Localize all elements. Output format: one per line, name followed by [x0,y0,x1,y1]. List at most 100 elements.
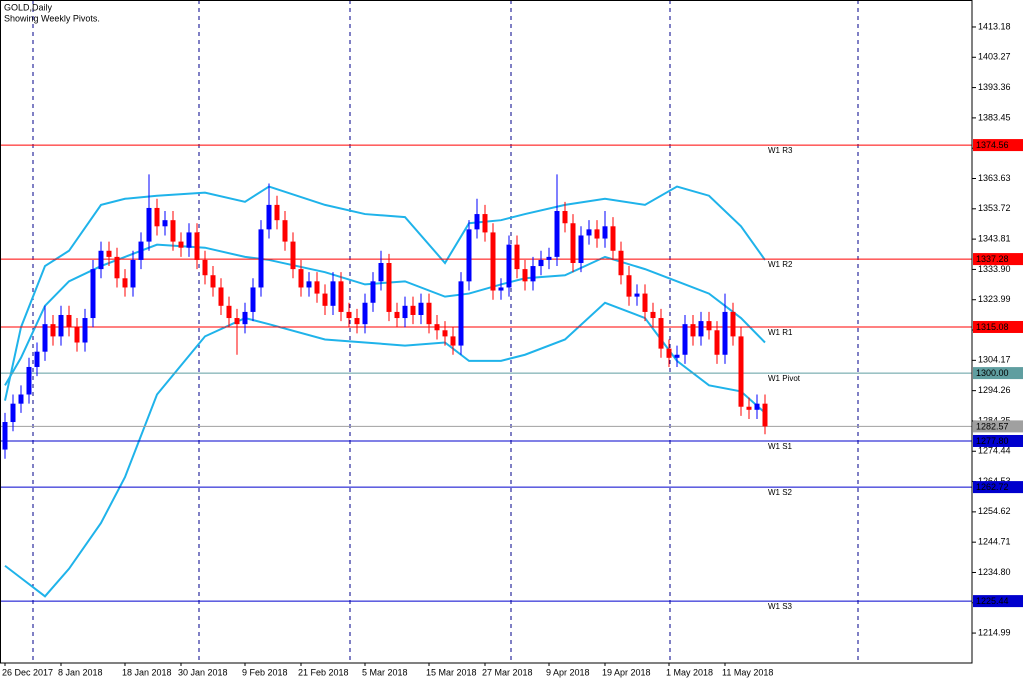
candle-body [330,281,336,306]
candle-body [74,327,80,343]
candle-body [370,281,376,303]
candle-body [514,244,520,270]
pivot-price-box [973,367,1023,380]
pivot-name: W1 S2 [768,488,793,497]
x-tick-label: 30 Jan 2018 [178,667,228,677]
candle-body [690,324,696,337]
bollinger-band [4,243,766,386]
candle-body [210,275,216,288]
x-tick-label: 11 May 2018 [722,667,773,677]
pivot-price-label: 1374.56 [976,140,1009,150]
candle-body [90,269,96,319]
pivot-price-label: 1277.80 [976,436,1009,446]
x-tick-label: 21 Feb 2018 [298,667,349,677]
candle-body [226,305,232,319]
pivot-name: W1 Pivot [768,374,801,383]
y-tick-label: 1214.99 [978,627,1011,637]
x-tick-label: 19 Apr 2018 [602,667,651,677]
x-tick-label: 15 Mar 2018 [426,667,477,677]
candle-body [490,232,496,291]
candle-body [722,311,728,355]
bollinger-band [4,301,766,598]
candle-body [322,293,328,306]
candle-body [658,318,664,349]
candle-body [298,269,304,288]
pivot-price-label: 1225.44 [976,596,1009,606]
candle-body [98,250,104,270]
candle-body [218,287,224,306]
candle-body [682,324,688,355]
pivot-price-box [973,320,1023,333]
candle-body [10,403,16,423]
candle-body [434,324,440,331]
candle-body [346,311,352,319]
candle-body [58,314,64,337]
candle-body [50,324,56,337]
candle-body [354,318,360,325]
candle-body [178,241,184,248]
x-tick-label: 1 May 2018 [666,667,713,677]
y-tick-label: 1343.81 [978,233,1011,243]
candle-body [522,269,528,282]
candle-body [130,259,136,288]
plot-frame [0,0,973,664]
pivot-price-label: 1300.00 [976,368,1009,378]
candle-body [610,226,616,251]
candle-body [258,229,264,288]
candle-body [554,211,560,257]
y-tick-label: 1264.53 [978,476,1011,486]
candle-body [106,250,112,257]
candle-body [578,235,584,263]
pivot-name: W1 R1 [768,328,793,337]
candle-body [2,422,8,450]
candle-body [170,220,176,242]
x-tick-label: 5 Mar 2018 [362,667,408,677]
candle-body [642,293,648,312]
pivot-price-box [973,139,1023,152]
pivot-name: W1 R3 [768,146,793,155]
candle-body [18,394,24,404]
candle-body [378,262,384,282]
y-tick-label: 1244.71 [978,537,1011,547]
candle-body [538,259,544,267]
y-tick-label: 1333.90 [978,264,1011,274]
y-tick-label: 1323.99 [978,294,1011,304]
candle-body [82,318,88,343]
bollinger-band [4,185,766,401]
candle-body [138,241,144,260]
y-tick-label: 1274.44 [978,446,1011,456]
pivot-price-box [973,481,1023,494]
candle-body [66,314,72,328]
candle-body [586,229,592,236]
y-tick-label: 1413.18 [978,21,1011,31]
candle-body [162,220,168,227]
candle-body [698,321,704,337]
y-tick-label: 1304.17 [978,355,1011,365]
candle-body [394,311,400,319]
candle-body [746,406,752,410]
candle-body [146,207,152,242]
candle-body [546,256,552,260]
candle-body [466,229,472,282]
period-separators [32,0,859,663]
candle-body [674,354,680,358]
pivot-price-box [973,595,1023,608]
candle-body [594,229,600,239]
candle-body [762,403,768,427]
candle-body [154,207,160,227]
pivot-name: W1 S1 [768,442,793,451]
y-tick-label: 1254.62 [978,506,1011,516]
candle-body [402,305,408,319]
candle-body [706,321,712,331]
candle-body [738,336,744,407]
candle-body [314,281,320,294]
candle-body [114,256,120,279]
y-tick-label: 1284.35 [978,415,1011,425]
y-tick-label: 1403.27 [978,52,1011,62]
candle-body [410,305,416,315]
candle-body [650,311,656,319]
y-tick-label: 1363.63 [978,173,1011,183]
candle-body [570,223,576,263]
